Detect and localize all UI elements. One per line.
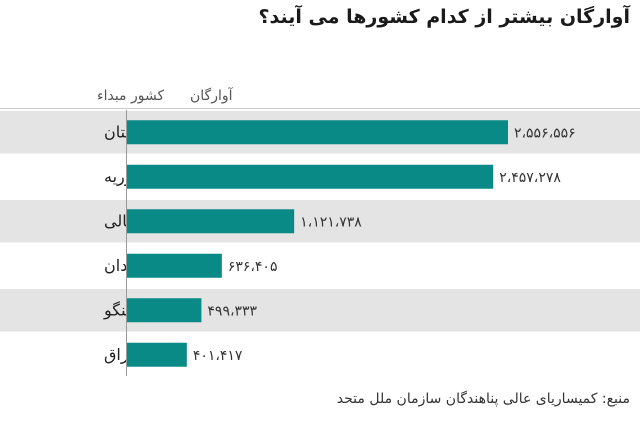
bar-value-label: ۶۳۶،۴۰۵ [228,259,278,275]
row-background [0,289,640,332]
bar [127,164,494,189]
bar-value-label: ۱،۱۲۱،۷۳۸ [300,214,362,230]
bar-value-label: ۲،۴۵۷،۲۷۸ [499,170,561,186]
bar [127,253,222,278]
chart-title: آوارگان بیشتر از کدام کشورها می آیند؟ [258,6,630,28]
bar [127,209,295,234]
chart-rows: افغانستان۲،۵۵۶،۵۵۶سوریه۲،۴۵۷،۲۷۸سومالی۱،… [0,111,640,367]
bar [127,298,202,323]
bar-value-label: ۴۰۱،۴۱۷ [193,348,243,364]
bar [127,342,187,367]
bar-value-label: ۴۹۹،۳۳۳ [207,303,257,319]
source-note: منبع: کمیساریای عالی پناهندگان سازمان مل… [336,391,630,407]
bar-chart: کشور مبداء آوارگان افغانستان۲،۵۵۶،۵۵۶سور… [0,87,640,376]
value-column-header: آوارگان [190,87,234,104]
row-background [0,200,640,243]
category-column-header: کشور مبداء [97,88,164,104]
bar [127,120,508,145]
bar-value-label: ۲،۵۵۶،۵۵۶ [514,125,576,141]
